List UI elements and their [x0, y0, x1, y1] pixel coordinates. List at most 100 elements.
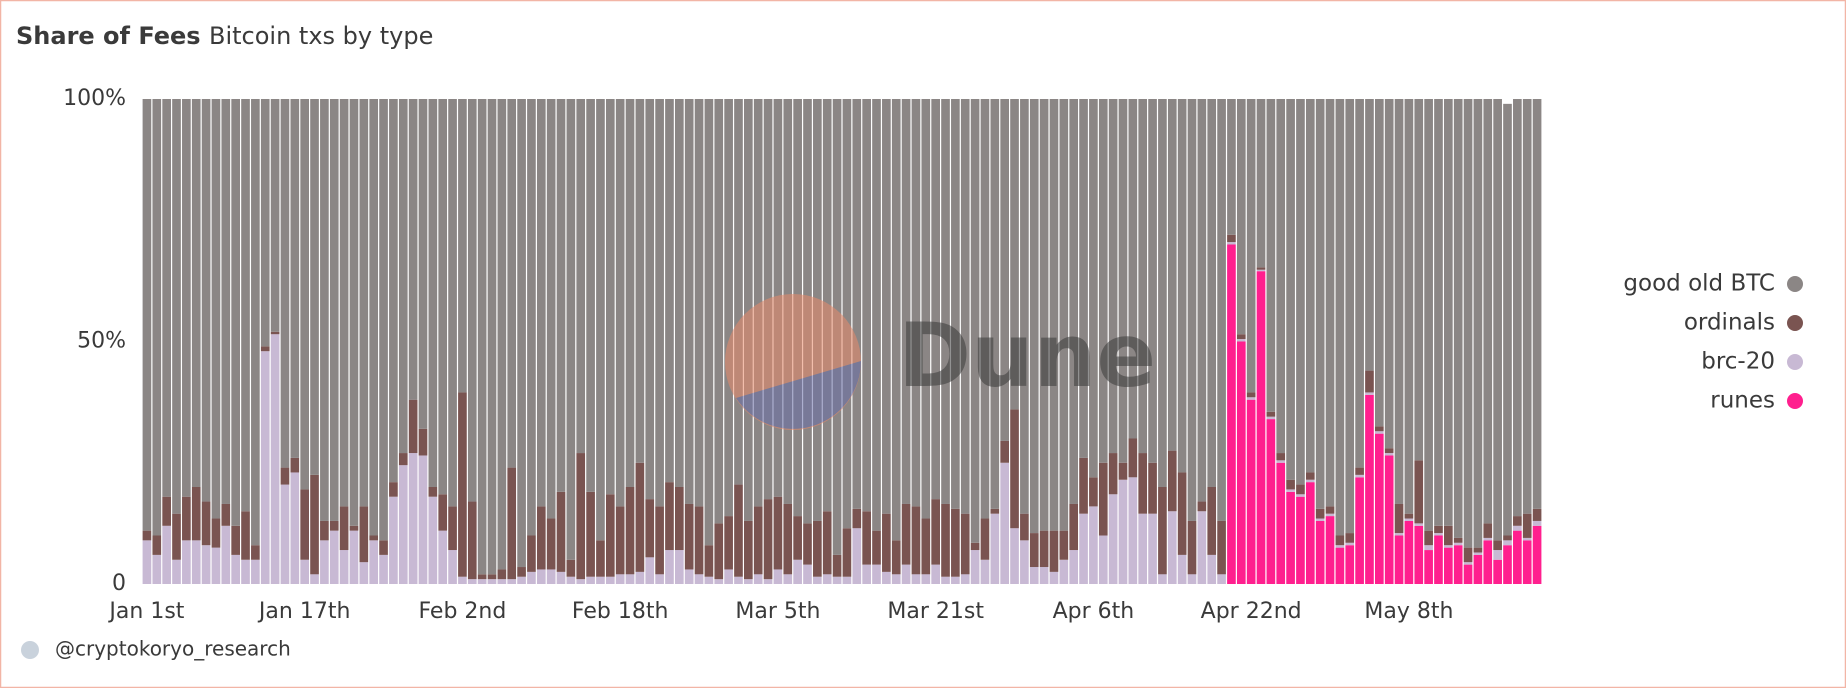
- bar-segment: [1187, 574, 1197, 584]
- bar-segment: [428, 99, 438, 487]
- bar-segment: [822, 511, 832, 575]
- bar-segment: [389, 99, 398, 483]
- bar-segment: [536, 99, 546, 507]
- bar-segment: [1404, 99, 1414, 514]
- bar-segment: [221, 99, 231, 504]
- bar-segment: [1513, 516, 1522, 526]
- bar-segment: [724, 569, 733, 584]
- bar-segment: [753, 574, 763, 584]
- bar-segment: [329, 520, 339, 531]
- x-tick-label: Feb 2nd: [418, 599, 506, 624]
- bar-segment: [1236, 334, 1246, 340]
- bar-segment: [290, 472, 300, 584]
- bar-segment: [142, 530, 152, 541]
- bar-segment: [1177, 99, 1187, 473]
- bar-segment: [882, 513, 891, 572]
- bar-segment: [142, 540, 152, 584]
- bar-segment: [251, 559, 260, 584]
- bar-segment: [1236, 99, 1246, 335]
- bar-segment: [1128, 99, 1138, 439]
- bar-segment: [1197, 99, 1207, 502]
- bar-segment: [960, 513, 970, 575]
- bar-segment: [497, 569, 507, 580]
- bar-segment: [714, 579, 724, 584]
- bar-segment: [1276, 462, 1286, 584]
- bar-segment: [1118, 479, 1128, 584]
- bar-segment: [497, 99, 507, 570]
- bar-segment: [891, 574, 901, 584]
- bar-segment: [536, 506, 546, 570]
- bar-segment: [1365, 99, 1374, 371]
- bar-segment: [359, 506, 369, 563]
- bar-segment: [1197, 501, 1207, 512]
- bar-segment: [1207, 554, 1217, 584]
- y-tick-label: 100%: [63, 86, 126, 111]
- footer-icon: [21, 641, 39, 659]
- bar-segment: [891, 99, 901, 541]
- watermark-logo-part: [736, 361, 861, 429]
- bar-segment: [546, 99, 556, 519]
- bar-segment: [1276, 460, 1286, 463]
- bar-segment: [201, 545, 211, 584]
- bar-segment: [1000, 99, 1010, 441]
- bar-segment: [1325, 516, 1335, 584]
- bar-segment: [1325, 513, 1335, 517]
- x-tick-label: Mar 21st: [887, 599, 984, 624]
- bar-segment: [1463, 547, 1473, 563]
- bar-segment: [1365, 370, 1374, 393]
- bar-segment: [1217, 574, 1226, 584]
- plot: [142, 99, 1542, 584]
- bar-segment: [1236, 341, 1246, 584]
- bar-segment: [1424, 99, 1433, 531]
- bar-segment: [300, 99, 310, 490]
- bar-segment: [1148, 462, 1157, 514]
- bar-segment: [1217, 99, 1226, 521]
- bar-segment: [625, 487, 635, 575]
- bar-segment: [221, 503, 231, 526]
- bar-segment: [911, 574, 921, 584]
- bar-segment: [694, 99, 704, 507]
- bar-segment: [359, 562, 369, 584]
- bar-segment: [1256, 267, 1266, 270]
- chart-subtitle: Bitcoin txs by type: [209, 22, 433, 50]
- bar-segment: [1503, 540, 1512, 546]
- bar-segment: [270, 99, 280, 332]
- bar-segment: [576, 453, 586, 580]
- bar-segment: [901, 99, 911, 504]
- bar-segment: [1345, 533, 1355, 543]
- bar-segment: [527, 99, 536, 536]
- bar-segment: [970, 542, 980, 551]
- chart-title: Share of Fees: [16, 22, 201, 50]
- bar-segment: [803, 564, 812, 584]
- bar-segment: [546, 569, 556, 584]
- bar-segment: [1513, 99, 1522, 517]
- bar-segment: [507, 579, 517, 584]
- bar-segment: [507, 99, 517, 468]
- bar-segment: [724, 516, 733, 570]
- bar-segment: [280, 467, 290, 485]
- bar-segment: [1532, 99, 1542, 509]
- bar-segment: [1424, 530, 1433, 546]
- bar-segment: [369, 540, 379, 584]
- bar-segment: [596, 540, 605, 577]
- bar-segment: [832, 576, 842, 584]
- bar-segment: [260, 99, 270, 347]
- bar-segment: [241, 99, 250, 512]
- bar-segment: [1335, 545, 1345, 548]
- bar-segment: [655, 506, 664, 575]
- bar-segment: [270, 334, 280, 584]
- bar-segment: [1079, 457, 1088, 514]
- bar-segment: [773, 569, 783, 584]
- bar-segment: [734, 576, 743, 584]
- bar-segment: [320, 99, 329, 521]
- bar-segment: [280, 484, 290, 584]
- bar-segment: [1138, 99, 1148, 454]
- bar-segment: [1414, 460, 1424, 524]
- bar-segment: [1315, 520, 1325, 584]
- bar-segment: [1374, 431, 1384, 434]
- bar-segment: [1473, 554, 1483, 584]
- legend-label: good old BTC: [1623, 271, 1775, 297]
- bar-segment: [398, 453, 408, 466]
- bar-segment: [1315, 518, 1325, 521]
- bar-segment: [862, 511, 871, 565]
